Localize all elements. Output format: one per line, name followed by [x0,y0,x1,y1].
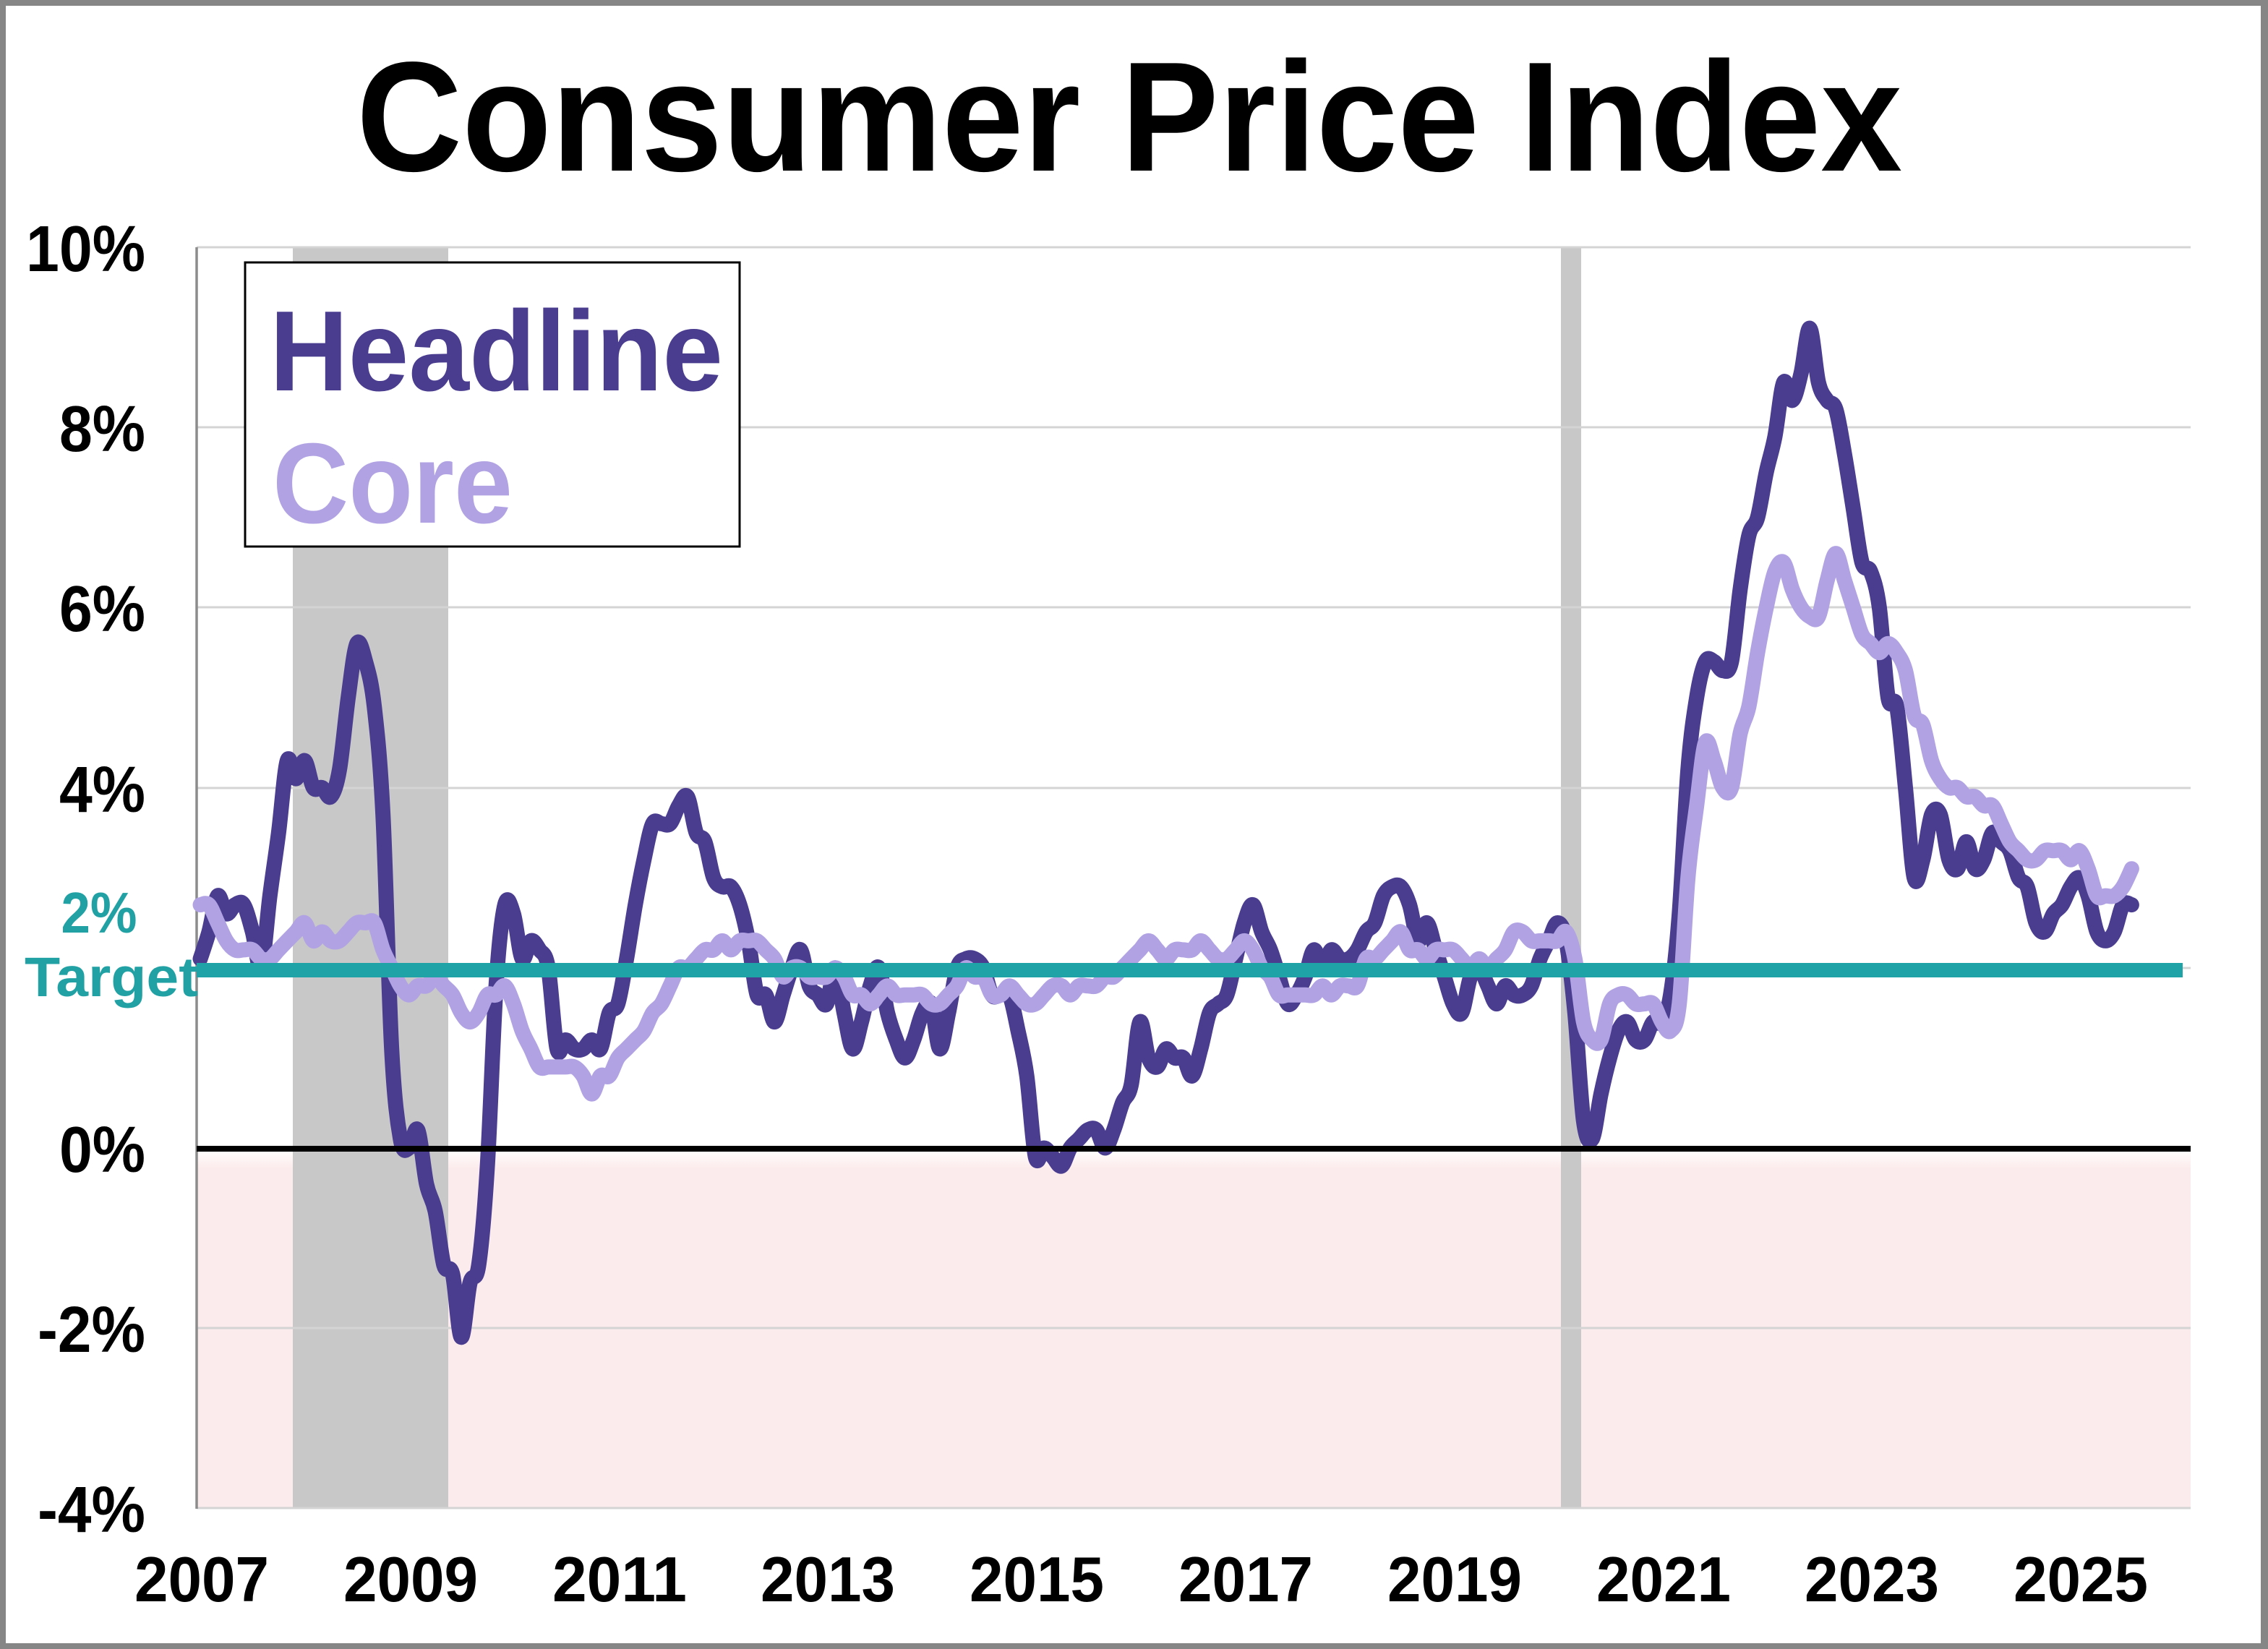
svg-text:-4%: -4% [38,1474,145,1546]
svg-text:2011: 2011 [552,1543,687,1615]
svg-text:2%: 2% [61,881,137,945]
svg-text:6%: 6% [59,573,145,646]
svg-text:2019: 2019 [1387,1543,1522,1615]
svg-text:Core: Core [273,420,513,547]
svg-text:-2%: -2% [38,1294,145,1366]
svg-text:2017: 2017 [1178,1543,1313,1615]
svg-text:4%: 4% [59,754,145,826]
svg-text:0%: 0% [59,1114,145,1186]
svg-text:2023: 2023 [1805,1543,1939,1615]
svg-text:2013: 2013 [761,1543,895,1615]
svg-text:2025: 2025 [2014,1543,2148,1615]
svg-text:Headline: Headline [270,288,723,415]
svg-text:Target: Target [25,946,198,1008]
svg-text:8%: 8% [59,393,145,466]
svg-text:10%: 10% [26,213,145,286]
svg-text:2009: 2009 [343,1543,478,1615]
svg-text:2007: 2007 [134,1543,269,1615]
svg-text:2021: 2021 [1596,1543,1731,1615]
svg-text:2015: 2015 [970,1543,1104,1615]
svg-text:Consumer Price Index: Consumer Price Index [356,29,1902,204]
